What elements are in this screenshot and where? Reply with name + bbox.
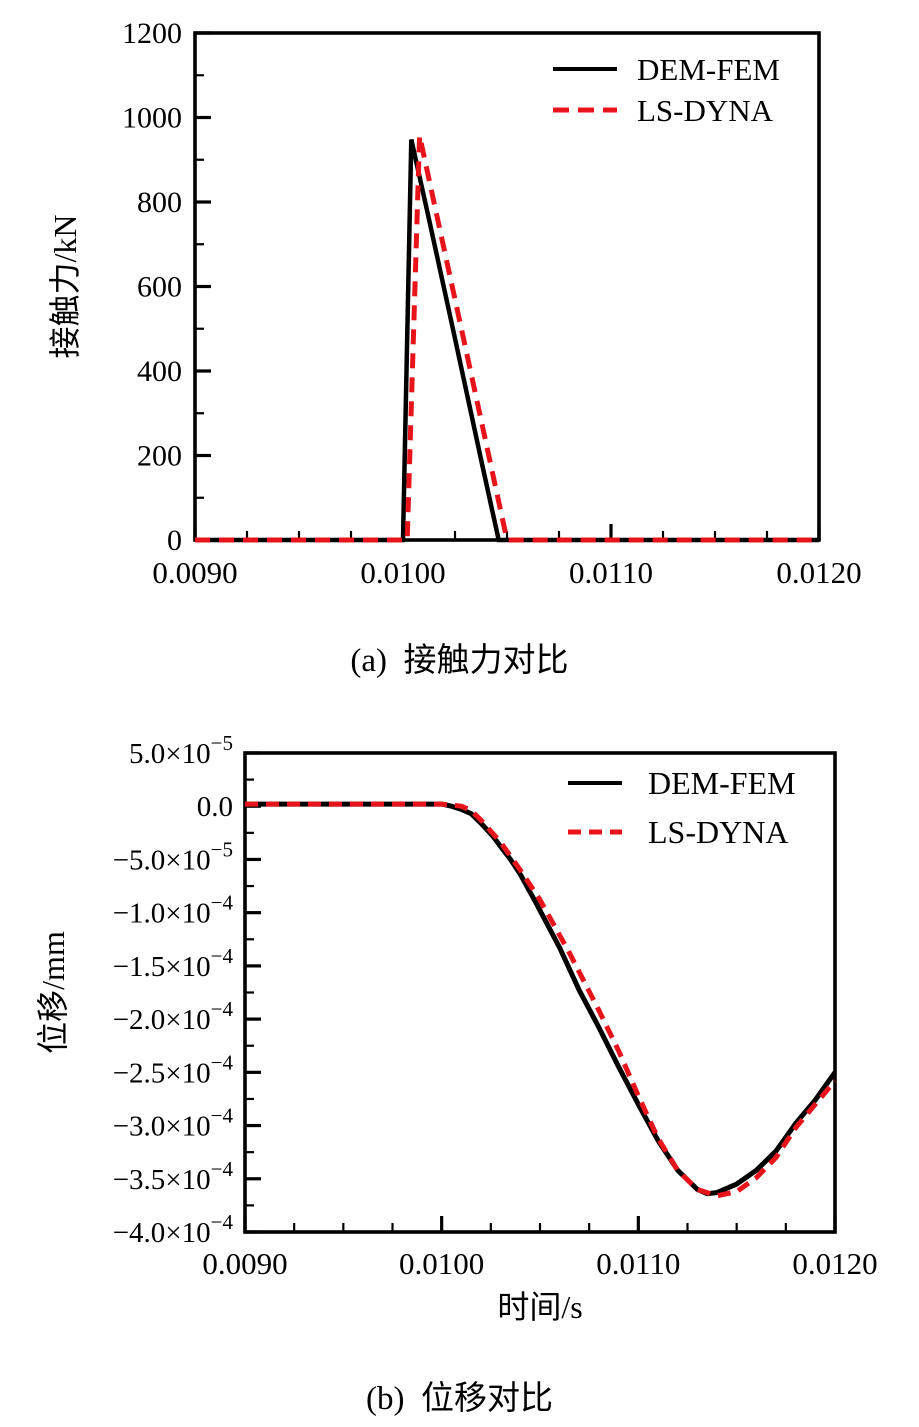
chart-a-contact-force-plot: 0.0090 0.0100 0.0110 0.0120 0 200 400 600 800 100…: [47, 17, 862, 590]
legend-dem-fem-label: DEM-FEM: [648, 765, 796, 801]
y-axis: 5.0×10−5 0.0 −5.0×10−5 −1.0×10−4 −1.5×10−4 −2…: [113, 731, 261, 1249]
x-tick-label: 0.0100: [399, 1246, 484, 1281]
x-tick-label: 0.0110: [596, 1246, 680, 1281]
x-tick-label: 0.0100: [360, 555, 445, 590]
x-axis: 0.0090 0.0100 0.0110 0.0120: [202, 1216, 878, 1281]
x-axis: 0.0090 0.0100 0.0110 0.0120: [152, 524, 862, 590]
y-tick-label: −1.0×10−4: [113, 891, 234, 930]
caption-b: (b) 位移对比: [366, 1381, 553, 1417]
y-tick-label: −4.0×10−4: [113, 1210, 234, 1249]
y-tick-label: 800: [137, 186, 182, 219]
series-ls-dyna-line: [245, 801, 837, 1199]
y-tick-label: −2.5×10−4: [113, 1050, 234, 1089]
caption-a: (a) 接触力对比: [350, 643, 569, 679]
y-tick-label: −3.5×10−4: [113, 1157, 234, 1196]
y-tick-label: −3.0×10−4: [113, 1104, 234, 1143]
y-axis-title: 位移/mm: [35, 931, 71, 1054]
y-tick-label: 600: [137, 271, 182, 304]
y-tick-label: 200: [137, 440, 182, 473]
y-tick-label: 0: [167, 524, 182, 557]
series-dem-fem-line: [245, 801, 838, 1197]
x-tick-label: 0.0090: [152, 555, 237, 590]
y-tick-label: 1000: [122, 102, 182, 135]
series-ls-dyna-line: [195, 135, 819, 543]
legend-dem-fem-label: DEM-FEM: [637, 52, 780, 87]
x-tick-label: 0.0110: [569, 555, 653, 590]
y-axis-title: 接触力/kN: [47, 214, 83, 358]
series-dem-fem-line: [195, 139, 819, 543]
x-axis-title: 时间/s: [497, 1289, 582, 1325]
y-tick-label: 0.0: [197, 791, 233, 823]
x-tick-label: 0.0120: [792, 1246, 877, 1281]
x-tick-label: 0.0120: [776, 555, 861, 590]
legend: DEM-FEM LS-DYNA: [568, 765, 796, 850]
legend: DEM-FEM LS-DYNA: [553, 52, 780, 128]
y-tick-label: −2.0×10−4: [113, 997, 234, 1036]
legend-ls-dyna-label: LS-DYNA: [637, 93, 774, 128]
x-tick-label: 0.0090: [202, 1246, 287, 1281]
y-axis: 0 200 400 600 800 1000 1200: [122, 17, 211, 557]
legend-ls-dyna-label: LS-DYNA: [648, 814, 788, 850]
y-tick-label: 1200: [122, 17, 182, 50]
y-tick-label: 400: [137, 355, 182, 388]
y-tick-label: 5.0×10−5: [129, 731, 233, 770]
y-tick-label: −1.5×10−4: [113, 944, 234, 983]
chart-b-displacement-plot: 0.0090 0.0100 0.0110 0.0120 5.0×10−5 0.0 −5.0×…: [35, 731, 878, 1325]
y-tick-label: −5.0×10−5: [113, 837, 233, 876]
